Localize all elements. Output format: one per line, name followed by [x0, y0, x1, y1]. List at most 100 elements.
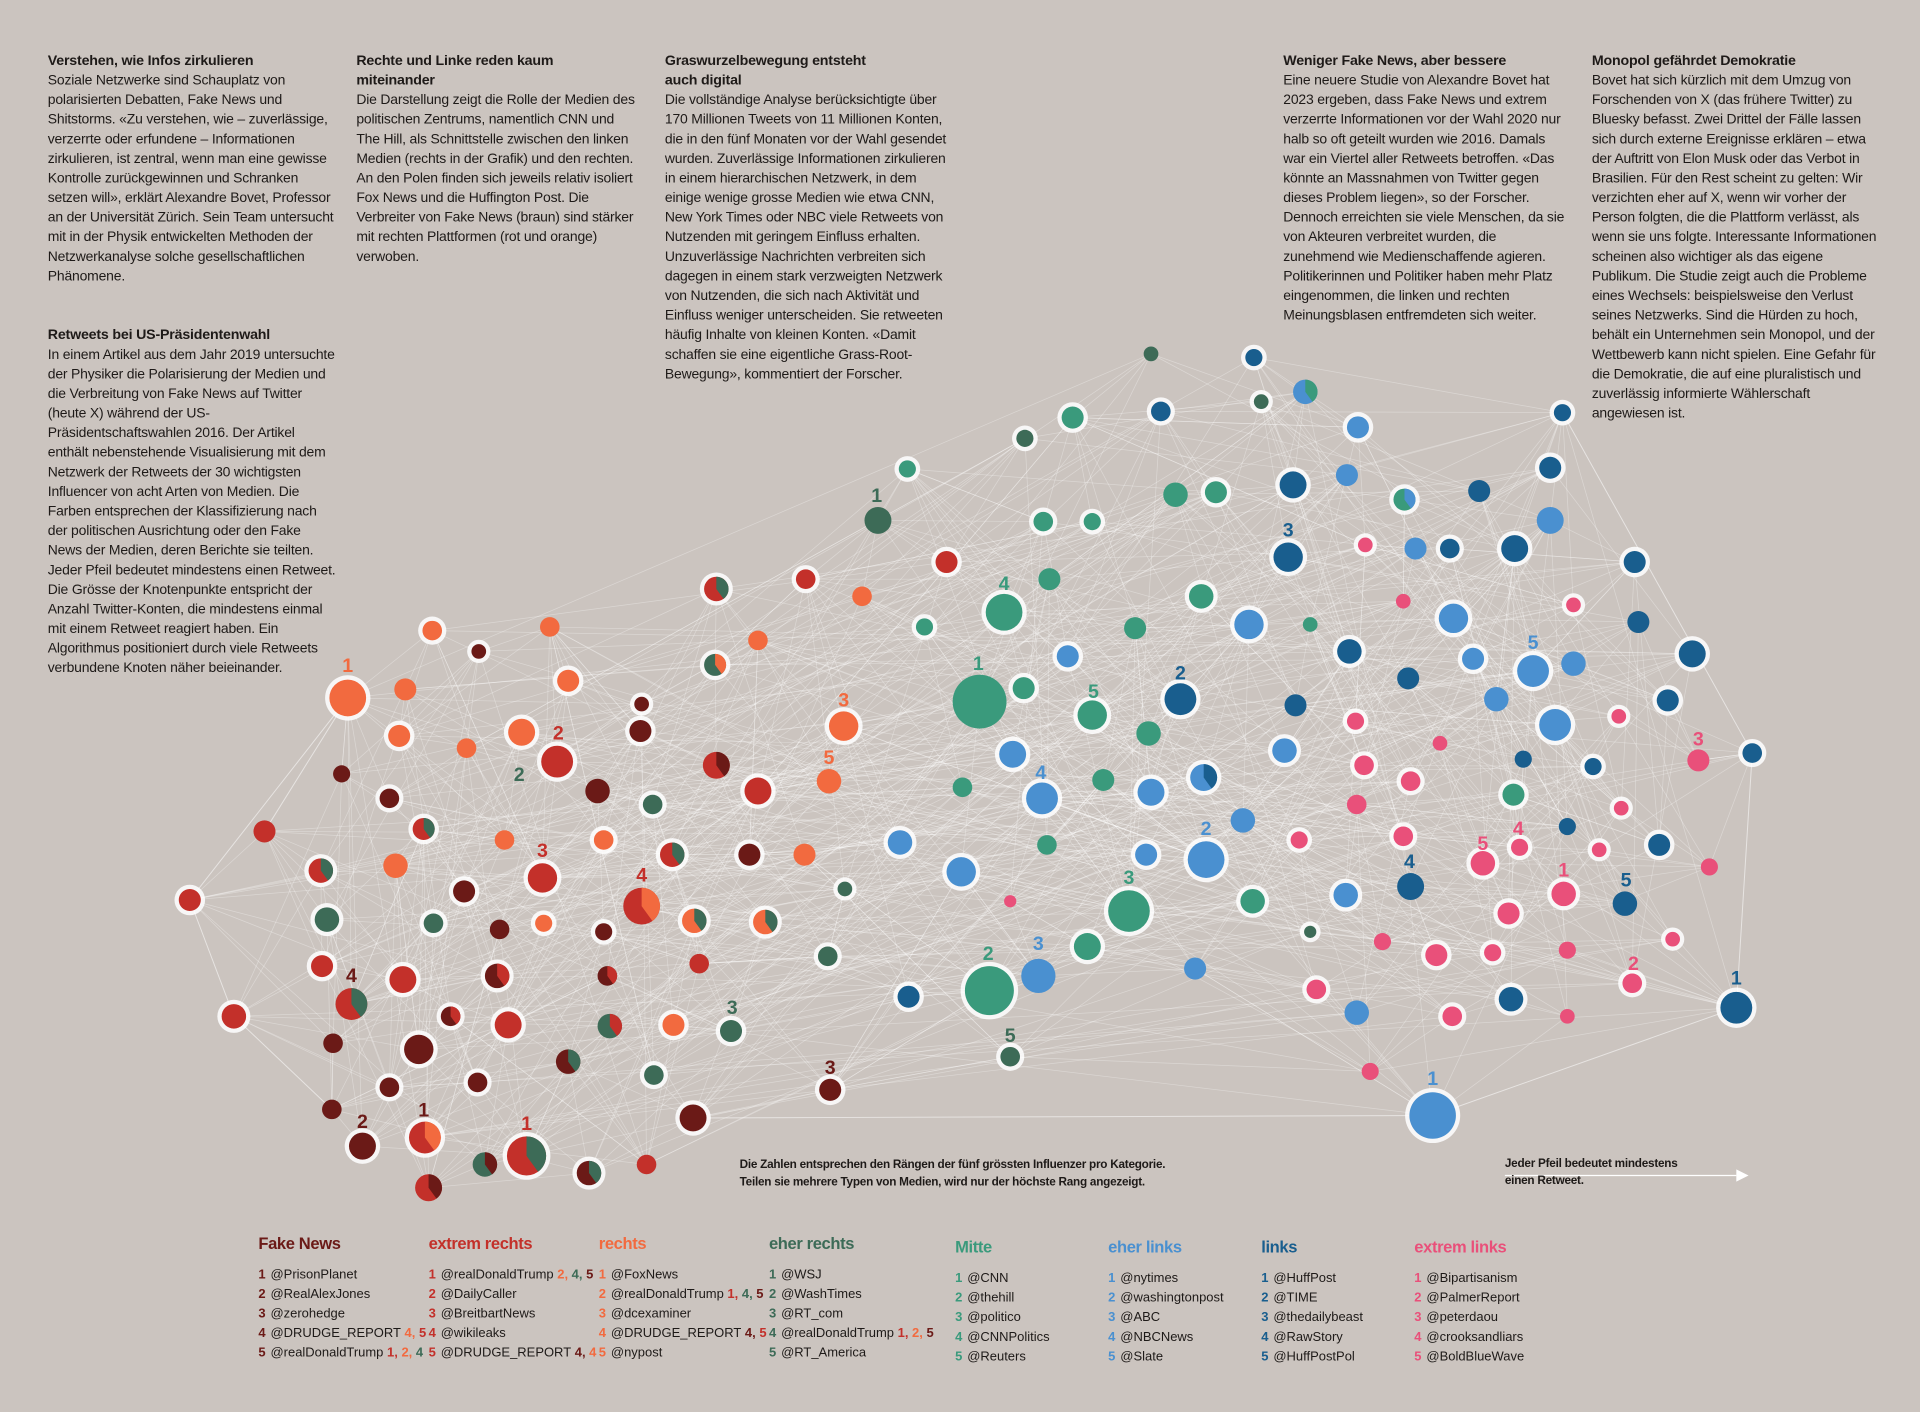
retweet-edge: [1410, 886, 1564, 895]
influencer-handle: @HuffPost: [1273, 1271, 1337, 1286]
retweet-edge: [652, 804, 1411, 887]
retweet-edge: [1072, 417, 1358, 428]
node-circle: [1511, 838, 1529, 856]
retweet-edge: [1382, 893, 1564, 942]
node-circle: [1245, 348, 1263, 367]
network-node: [1496, 530, 1533, 567]
network-node: [463, 1068, 492, 1097]
retweet-edge: [716, 588, 901, 843]
retweet-edge: [1146, 854, 1737, 1009]
retweet-edge: [1449, 548, 1534, 672]
network-node: [436, 1002, 465, 1031]
node-circle: [1551, 881, 1576, 907]
network-node: [699, 572, 733, 606]
retweet-edge: [189, 865, 396, 901]
node-circle: [404, 1034, 434, 1065]
node-circle: [1611, 708, 1627, 724]
other-category-rank: 4,: [741, 1326, 756, 1341]
network-node: [1404, 537, 1427, 560]
node-circle: [1279, 471, 1307, 499]
retweet-edge: [1201, 548, 1416, 597]
retweet-edge: [716, 626, 925, 766]
retweet-edge: [543, 922, 700, 965]
network-node: [813, 942, 842, 971]
retweet-edge: [1200, 401, 1262, 597]
node-circle: [1033, 511, 1054, 532]
retweet-edge: [466, 748, 498, 976]
node-circle: [738, 843, 761, 866]
retweet-edge: [1180, 621, 1639, 700]
retweet-edge: [526, 790, 759, 1157]
retweet-edge: [765, 653, 1693, 923]
node-circle: [1566, 597, 1581, 613]
retweet-edge: [1449, 548, 1635, 563]
retweet-edge: [507, 467, 1551, 1026]
retweet-edge: [405, 624, 1250, 690]
node-circle: [1124, 617, 1147, 640]
network-node: [1184, 957, 1207, 980]
retweet-edge: [477, 923, 545, 1083]
rank-number: 5: [428, 1345, 436, 1361]
article-retweets: Retweets bei US-Präsidentenwahl In einem…: [48, 326, 337, 679]
network-node: [1184, 579, 1218, 613]
network-node: [1299, 921, 1321, 943]
network-node: [1468, 480, 1491, 503]
legend-category-title: rechts: [598, 1234, 647, 1253]
node-circle: [1623, 551, 1646, 574]
network-node: [675, 1100, 711, 1136]
retweet-edge: [907, 468, 1253, 902]
legend-influencer-row: 1 @Bipartisanism: [1414, 1269, 1524, 1289]
network-node: [623, 887, 661, 925]
retweet-edge: [395, 865, 404, 980]
retweet-edge: [588, 1117, 694, 1174]
other-category-rank: 5: [415, 1326, 427, 1341]
retweet-edge: [1532, 520, 1551, 672]
node-circle: [629, 720, 652, 743]
retweet-edge: [1403, 836, 1568, 951]
retweet-edge: [1554, 724, 1568, 1017]
other-category-rank: 5: [582, 1267, 594, 1283]
node-circle: [394, 678, 417, 701]
influencer-handle: @dcexaminer: [610, 1306, 692, 1322]
retweet-edge: [1356, 766, 1594, 1013]
other-category-rank: 4,: [568, 1267, 583, 1283]
legend-category-title: Fake News: [258, 1234, 341, 1253]
node-circle: [819, 1078, 842, 1101]
retweet-edge: [1046, 779, 1104, 846]
network-node: [1057, 402, 1088, 433]
retweet-edge: [1592, 653, 1693, 767]
node-circle: [1700, 858, 1718, 876]
rank-label: 5: [1621, 870, 1632, 892]
retweet-edge: [603, 780, 830, 841]
retweet-edge: [507, 923, 545, 1026]
retweet-edge: [1363, 765, 1484, 864]
retweet-edge: [1148, 733, 1404, 837]
network-node: [325, 675, 371, 721]
legend-category-title: extrem rechts: [428, 1234, 533, 1253]
node-circle: [1272, 738, 1297, 763]
retweet-edge: [765, 871, 962, 923]
influencer-handle: @WSJ: [781, 1267, 822, 1283]
retweet-edge: [389, 798, 673, 856]
legend-column-m: Mitte 1 @CNN 2 @thehill 3 @politico 4 @CNNPoliti…: [955, 1238, 1049, 1367]
retweet-edge: [1293, 484, 1405, 500]
rank-number: 1: [258, 1267, 266, 1283]
retweet-edge: [1087, 894, 1346, 947]
retweet-edge: [1215, 391, 1306, 493]
retweet-edge: [549, 626, 766, 923]
retweet-edge: [1382, 699, 1497, 942]
node-circle: [388, 724, 411, 747]
retweet-edge: [189, 899, 674, 1026]
retweet-edge: [542, 871, 962, 879]
influencer-handle: @Bipartisanism: [1426, 1271, 1518, 1286]
retweet-edge: [326, 919, 333, 1110]
network-node: [467, 639, 491, 664]
legend-influencer-row: 2 @washingtonpost: [1108, 1288, 1223, 1308]
retweet-edge: [389, 670, 1534, 799]
retweet-edge: [1563, 844, 1660, 895]
network-node: [1269, 538, 1308, 577]
retweet-edge: [694, 920, 990, 991]
retweet-edge: [749, 640, 759, 855]
retweet-edge: [568, 1061, 694, 1119]
retweet-edge: [1631, 653, 1693, 984]
